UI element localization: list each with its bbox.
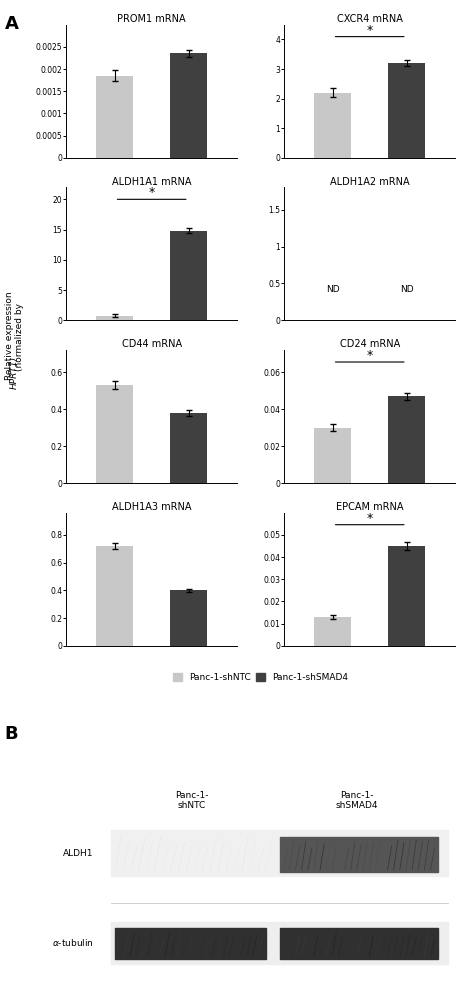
Title: CD44 mRNA: CD44 mRNA <box>122 339 182 349</box>
Bar <box>388 396 425 483</box>
Bar <box>314 93 351 158</box>
Title: ALDH1A3 mRNA: ALDH1A3 mRNA <box>112 502 191 512</box>
Bar <box>170 591 207 646</box>
Text: $\alpha$-tubulin: $\alpha$-tubulin <box>52 938 94 949</box>
Title: CD24 mRNA: CD24 mRNA <box>339 339 400 349</box>
Text: Relative expression
(normalized by: Relative expression (normalized by <box>5 291 24 380</box>
Title: PROM1 mRNA: PROM1 mRNA <box>118 14 186 24</box>
Bar <box>111 922 448 963</box>
Bar <box>96 316 133 320</box>
Bar <box>115 928 265 959</box>
Bar <box>280 928 438 959</box>
Text: Panc-1-
shNTC: Panc-1- shNTC <box>175 791 209 810</box>
Text: ALDH1: ALDH1 <box>63 849 94 858</box>
Bar <box>314 617 351 646</box>
Title: CXCR4 mRNA: CXCR4 mRNA <box>337 14 402 24</box>
Bar <box>96 386 133 483</box>
Text: ND: ND <box>400 285 414 294</box>
Text: B: B <box>5 725 18 742</box>
Text: Panc-1-
shSMAD4: Panc-1- shSMAD4 <box>336 791 378 810</box>
Bar <box>111 830 448 877</box>
Text: *: * <box>366 349 373 362</box>
Text: ND: ND <box>326 285 339 294</box>
Bar <box>170 53 207 158</box>
Bar <box>388 546 425 646</box>
Text: *: * <box>366 24 373 36</box>
Text: A: A <box>5 15 18 33</box>
Bar <box>96 546 133 646</box>
Bar <box>388 63 425 158</box>
Legend: Panc-1-shNTC, Panc-1-shSMAD4: Panc-1-shNTC, Panc-1-shSMAD4 <box>169 669 352 685</box>
Bar <box>96 76 133 158</box>
Bar <box>170 231 207 320</box>
Bar <box>314 428 351 483</box>
Bar <box>170 413 207 483</box>
Title: EPCAM mRNA: EPCAM mRNA <box>336 502 403 512</box>
Title: ALDH1A2 mRNA: ALDH1A2 mRNA <box>330 176 410 186</box>
Text: *: * <box>148 186 155 199</box>
Text: HPRT1): HPRT1) <box>10 356 18 389</box>
Title: ALDH1A1 mRNA: ALDH1A1 mRNA <box>112 176 191 186</box>
Bar <box>280 837 438 872</box>
Text: *: * <box>366 512 373 525</box>
